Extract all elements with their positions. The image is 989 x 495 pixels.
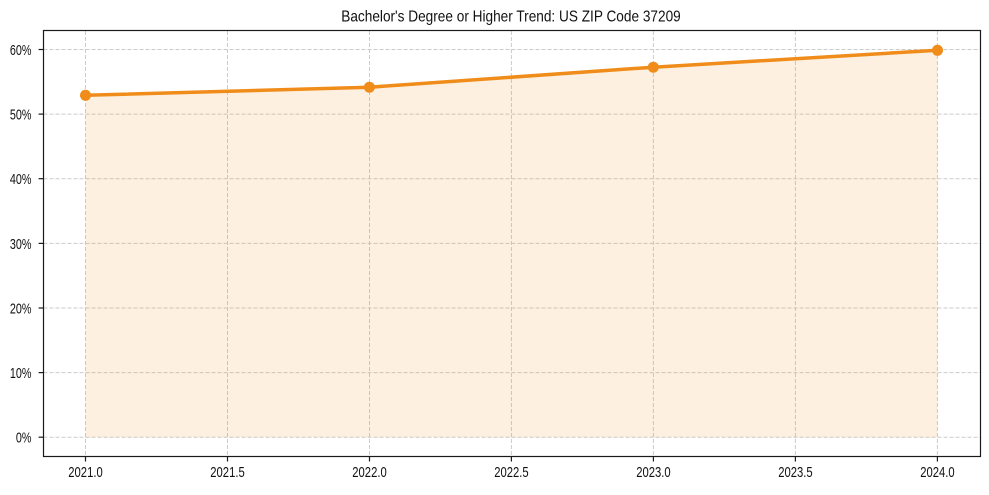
svg-text:2023.0: 2023.0 xyxy=(636,463,670,480)
svg-text:2022.5: 2022.5 xyxy=(494,463,528,480)
svg-text:20%: 20% xyxy=(10,300,32,317)
svg-text:60%: 60% xyxy=(10,41,32,58)
svg-text:2023.5: 2023.5 xyxy=(778,463,812,480)
svg-text:0%: 0% xyxy=(16,429,32,446)
svg-text:2022.0: 2022.0 xyxy=(352,463,386,480)
svg-text:Bachelor's Degree or Higher Tr: Bachelor's Degree or Higher Trend: US ZI… xyxy=(341,9,680,26)
svg-text:50%: 50% xyxy=(10,106,32,123)
svg-text:2024.0: 2024.0 xyxy=(920,463,954,480)
svg-text:40%: 40% xyxy=(10,170,32,187)
svg-text:2021.0: 2021.0 xyxy=(68,463,102,480)
svg-text:2021.5: 2021.5 xyxy=(210,463,244,480)
svg-text:10%: 10% xyxy=(10,364,32,381)
svg-text:30%: 30% xyxy=(10,235,32,252)
